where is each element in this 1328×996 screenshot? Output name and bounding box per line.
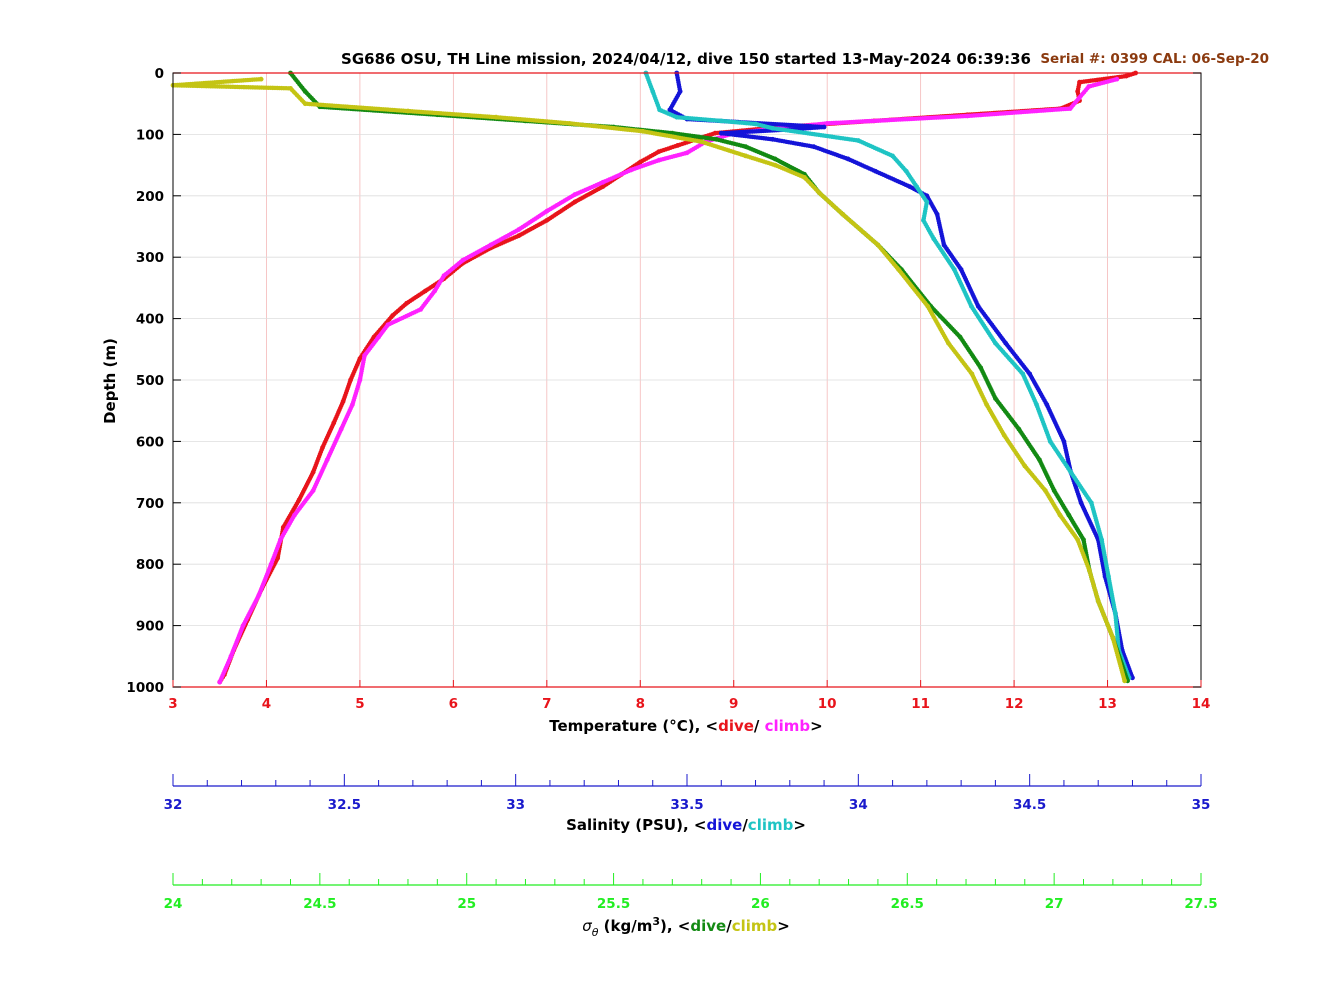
y-tick-label: 900 [136, 619, 164, 635]
density-tick-label: 26.5 [891, 896, 924, 912]
salinity-separator: / [742, 816, 748, 834]
y-tick-label: 400 [136, 312, 164, 328]
density-climb-word: climb [732, 917, 778, 935]
salinity-dive-point [1130, 675, 1135, 681]
temperature-axis-label: Temperature (°C), <dive/ climb> [549, 717, 823, 735]
temperature-climb-word: climb [765, 717, 811, 735]
density-axis-label: σθ (kg/m3), <dive/climb> [582, 915, 790, 939]
density-dive-series [288, 70, 1130, 684]
salinity-tick-label: 34 [849, 797, 868, 813]
density-climb-point [1122, 678, 1128, 684]
salinity-dive-series [667, 70, 1135, 681]
density-label-sup: 3 [652, 915, 660, 928]
density-label-subscript: θ [592, 926, 599, 939]
temperature-dive-word: dive [718, 717, 754, 735]
y-tick-label: 800 [136, 557, 164, 573]
temperature-tick-label: 12 [1005, 696, 1024, 712]
y-tick-label: 700 [136, 496, 164, 512]
salinity-label-suffix: > [793, 816, 806, 834]
temperature-tick-label: 4 [262, 696, 271, 712]
temperature-tick-label: 6 [449, 696, 458, 712]
density-label-unit-end: ), < [660, 917, 690, 935]
y-tick-label: 500 [136, 373, 164, 389]
density-label-suffix: > [777, 917, 790, 935]
temperature-dive-series [217, 70, 1138, 685]
serial-cal-annotation: Serial #: 0399 CAL: 06-Sep-20 [1040, 51, 1269, 67]
data-points [170, 70, 1138, 685]
temperature-climb-point [217, 679, 223, 685]
salinity-tick-label: 32 [164, 797, 183, 813]
density-tick-label: 25.5 [597, 896, 630, 912]
salinity-label-prefix: Salinity (PSU), < [566, 816, 706, 834]
density-tick-label: 25 [457, 896, 476, 912]
temperature-separator: / [754, 717, 765, 735]
density-label-unit: (kg/m [598, 917, 652, 935]
y-tick-label: 0 [155, 66, 164, 82]
salinity-axis-label: Salinity (PSU), <dive/climb> [566, 816, 806, 834]
salinity-tick-label: 32.5 [328, 797, 361, 813]
salinity-climb-word: climb [748, 816, 794, 834]
temperature-tick-label: 14 [1192, 696, 1211, 712]
grid-lines [172, 73, 1202, 687]
y-tick-label: 100 [136, 127, 164, 143]
temperature-tick-label: 10 [818, 696, 837, 712]
density-tick-label: 26 [751, 896, 770, 912]
density-tick-label: 24.5 [303, 896, 336, 912]
temperature-label-prefix: Temperature (°C), < [549, 717, 718, 735]
salinity-climb-series [643, 70, 1132, 681]
salinity-tick-label: 35 [1192, 797, 1211, 813]
density-tick-label: 24 [164, 896, 183, 912]
density-label-symbol: σ [582, 917, 592, 935]
temperature-tick-label: 11 [911, 696, 930, 712]
density-tick-label: 27.5 [1184, 896, 1217, 912]
density-tick-label: 27 [1045, 896, 1064, 912]
y-axis-label: Depth (m) [101, 338, 119, 424]
y-tick-label: 200 [136, 189, 164, 205]
temperature-tick-label: 5 [355, 696, 364, 712]
chart-title: SG686 OSU, TH Line mission, 2024/04/12, … [341, 50, 1031, 68]
temperature-tick-label: 9 [729, 696, 738, 712]
y-tick-label: 1000 [126, 680, 164, 696]
temperature-tick-label: 13 [1098, 696, 1117, 712]
y-tick-label: 600 [136, 434, 164, 450]
density-separator: / [726, 917, 732, 935]
temperature-tick-label: 8 [636, 696, 645, 712]
temperature-tick-label: 7 [542, 696, 551, 712]
salinity-tick-label: 33.5 [670, 797, 703, 813]
y-tick-label: 300 [136, 250, 164, 266]
density-climb-series [170, 76, 1128, 684]
density-dive-word: dive [690, 917, 726, 935]
salinity-tick-label: 34.5 [1013, 797, 1046, 813]
salinity-tick-label: 33 [506, 797, 525, 813]
temperature-label-suffix: > [810, 717, 823, 735]
salinity-dive-word: dive [706, 816, 742, 834]
temperature-tick-label: 3 [168, 696, 177, 712]
